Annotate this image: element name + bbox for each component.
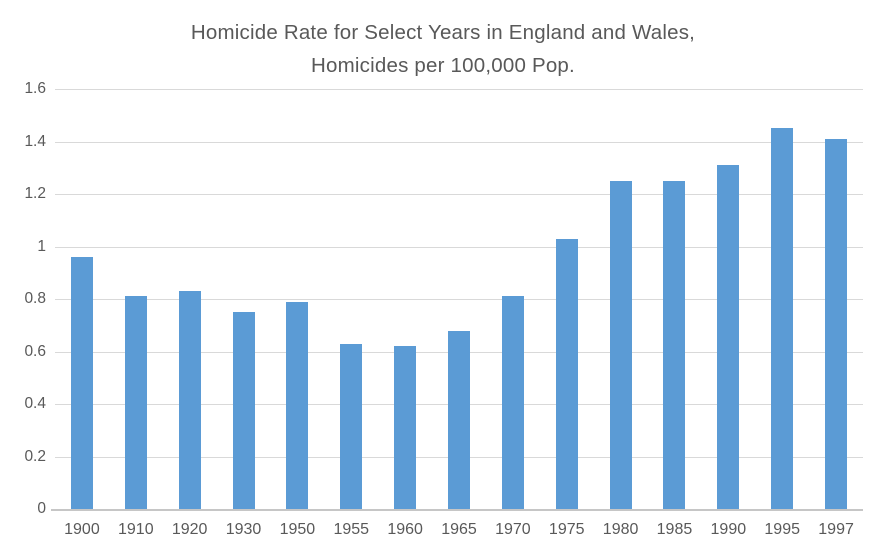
- x-tick-label-1970: 1970: [495, 521, 531, 538]
- y-axis: 0 0.2 0.4 0.6 0.8 1 1.2 1.4 1.6: [0, 80, 46, 517]
- x-tick-label-1955: 1955: [333, 521, 370, 538]
- bar-1995: [771, 128, 794, 509]
- y-tick-label-0.4: 0.4: [24, 395, 46, 412]
- y-tick-label-0: 0: [37, 500, 46, 517]
- gridline-1.6: [55, 89, 863, 90]
- bar-1997: [825, 138, 848, 509]
- bar-1970: [501, 296, 524, 509]
- y-tick-label-1: 1: [37, 237, 46, 255]
- chart-title-line2: Homicides per 100,000 Pop.: [311, 54, 575, 77]
- gridline-1.2: [55, 194, 863, 195]
- x-tick-label-1965: 1965: [441, 521, 477, 538]
- x-tick-label-1900: 1900: [64, 521, 100, 538]
- bar-1960: [394, 346, 417, 509]
- gridline-1.4: [55, 141, 863, 143]
- y-tick-label-1.6: 1.6: [24, 80, 46, 97]
- x-tick-label-1997: 1997: [818, 521, 854, 538]
- bar-1910: [124, 296, 147, 509]
- y-tick-label-0.2: 0.2: [24, 447, 46, 465]
- y-tick-label-1.2: 1.2: [24, 185, 46, 202]
- x-tick-label-1960: 1960: [387, 521, 423, 538]
- y-tick-label-0.8: 0.8: [24, 290, 46, 307]
- bar-1920: [178, 291, 201, 509]
- x-tick-label-1920: 1920: [171, 521, 208, 538]
- plot-area: [51, 89, 863, 511]
- bar-1990: [717, 165, 740, 509]
- x-tick-label-1985: 1985: [656, 521, 693, 538]
- x-tick-label-1990: 1990: [710, 521, 747, 538]
- x-tick-label-1930: 1930: [225, 521, 262, 538]
- x-axis-line: [51, 509, 863, 511]
- gridline-1: [55, 246, 863, 248]
- chart-title: Homicide Rate for Select Years in Englan…: [0, 16, 886, 82]
- x-axis: 1900 1910 1920 1930 1950 1955 1960 1965 1970 1975…: [55, 511, 863, 547]
- x-tick-label-1980: 1980: [602, 521, 639, 538]
- x-tick-label-1950: 1950: [279, 521, 316, 538]
- x-tick-label-1995: 1995: [764, 521, 800, 538]
- bar-1975: [555, 238, 578, 509]
- bar-1980: [609, 180, 632, 509]
- bar-1930: [232, 312, 255, 509]
- y-tick-label-0.6: 0.6: [24, 342, 46, 360]
- x-tick-label-1975: 1975: [548, 521, 585, 538]
- x-tick-label-1910: 1910: [118, 521, 154, 538]
- chart-title-line1: Homicide Rate for Select Years in Englan…: [190, 21, 696, 44]
- gridline-0.8: [55, 299, 863, 300]
- y-tick-label-1.4: 1.4: [24, 132, 46, 150]
- bar-1950: [286, 301, 309, 509]
- bar-1965: [448, 330, 470, 509]
- bar-1955: [340, 343, 363, 509]
- bar-1900: [70, 257, 93, 509]
- bar-1985: [663, 180, 686, 509]
